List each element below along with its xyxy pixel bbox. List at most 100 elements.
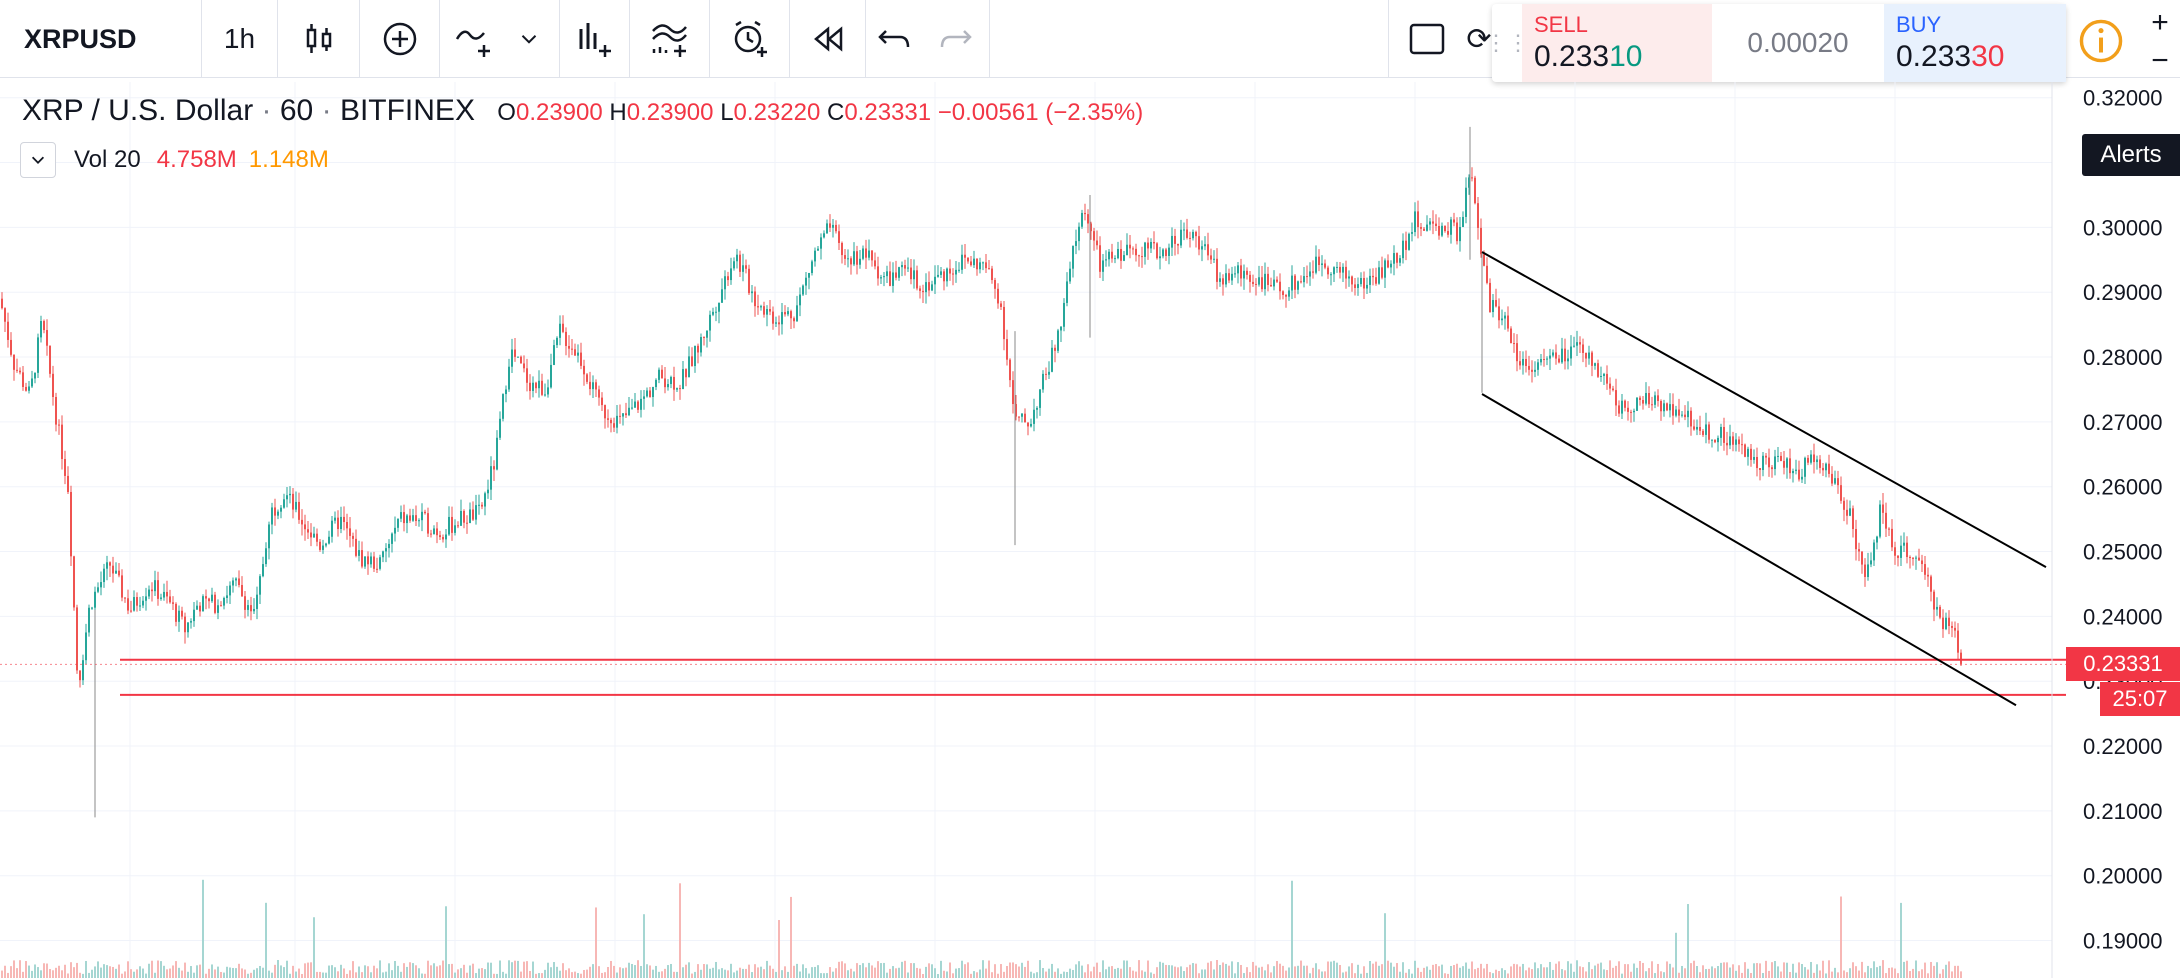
drag-handle-icon[interactable]: ⋮⋮ <box>1485 30 1529 55</box>
volume-bar <box>223 972 225 978</box>
volume-bar <box>1045 971 1047 978</box>
candle-body <box>238 578 240 586</box>
volume-bar <box>1123 960 1125 978</box>
volume-bar <box>1849 968 1851 978</box>
candle-body <box>1735 439 1737 445</box>
candle-body <box>1927 574 1929 577</box>
layout-button[interactable] <box>1388 0 1464 78</box>
candle-body <box>316 533 318 542</box>
collapse-legend-button[interactable] <box>20 142 56 178</box>
alerts-button[interactable]: Alerts <box>2082 134 2180 176</box>
volume-bar <box>1633 963 1635 978</box>
volume-bar <box>1678 972 1680 978</box>
candle-body <box>826 223 828 234</box>
candle-body <box>1711 439 1713 441</box>
volume-bar <box>1381 964 1383 978</box>
candle-body <box>1645 393 1647 404</box>
candle-body <box>874 260 876 267</box>
financials-button[interactable] <box>560 0 630 78</box>
volume-bar <box>1618 961 1620 978</box>
candle-body <box>460 510 462 526</box>
candle-body <box>676 388 678 390</box>
candle-body <box>1630 411 1632 413</box>
volume-bar <box>1378 965 1380 978</box>
candle-body <box>478 504 480 506</box>
volume-bar <box>349 970 351 978</box>
candle-body <box>1921 560 1923 565</box>
volume-bar <box>1543 967 1545 978</box>
volume-bar <box>1528 967 1530 978</box>
candle-body <box>580 352 582 366</box>
undo-button[interactable] <box>866 0 922 78</box>
candle-body <box>1306 276 1308 278</box>
volume-bar <box>661 971 663 978</box>
candle-body <box>1582 344 1584 353</box>
volume-bar <box>1177 967 1179 978</box>
volume-bar <box>1336 962 1338 978</box>
volume-bar <box>307 962 309 978</box>
zoom-in-button[interactable]: + <box>2151 6 2169 39</box>
candle-body <box>1783 460 1785 468</box>
candle-body <box>10 339 12 355</box>
redo-button[interactable] <box>922 0 990 78</box>
volume-bar <box>1810 961 1812 978</box>
sell-button[interactable]: SELL 0.23310 <box>1522 4 1712 82</box>
candle-body <box>829 223 831 228</box>
candle-body <box>1798 469 1800 480</box>
info-button[interactable] <box>2072 12 2130 70</box>
candle-body <box>166 591 168 597</box>
volume-bar <box>553 962 555 978</box>
volume-bar <box>1357 964 1359 978</box>
volume-bar <box>1756 963 1758 978</box>
chart-type-button[interactable] <box>278 0 360 78</box>
volume-bar <box>418 968 420 978</box>
candle-body <box>1291 275 1293 291</box>
zoom-out-button[interactable]: − <box>2151 44 2169 77</box>
volume-bar <box>1054 971 1056 978</box>
candle-body <box>259 576 261 595</box>
indicators-button[interactable] <box>440 0 560 78</box>
candle-body <box>1594 363 1596 366</box>
volume-bar <box>1576 960 1578 978</box>
candle-body <box>1588 352 1590 359</box>
candle-body <box>400 512 402 519</box>
candle-body <box>463 510 465 523</box>
volume-bar <box>400 971 402 978</box>
symbol-search-button[interactable]: XRPUSD <box>0 0 202 78</box>
volume-bar <box>802 964 804 978</box>
volume-bar <box>1000 964 1002 978</box>
volume-bar <box>1780 971 1782 978</box>
volume-bar <box>1312 967 1314 978</box>
candle-body <box>1930 576 1932 592</box>
volume-bar <box>895 968 897 978</box>
candle-body <box>31 378 33 387</box>
volume-bar <box>601 972 603 978</box>
volume-bar <box>397 965 399 978</box>
interval-button[interactable]: 1h <box>202 0 278 78</box>
candle-body <box>1183 229 1185 231</box>
volume-bar <box>760 966 762 978</box>
candle-body <box>895 272 897 278</box>
candle-body <box>385 548 387 552</box>
buy-button[interactable]: BUY 0.23330 <box>1884 4 2066 82</box>
volume-bar <box>913 963 915 978</box>
volume-bar <box>1705 969 1707 978</box>
templates-button[interactable] <box>630 0 710 78</box>
settings-partial-icon[interactable]: ⟳ <box>1466 22 1492 56</box>
volume-bar <box>1399 971 1401 978</box>
volume-bar <box>682 967 684 978</box>
volume-bar <box>1951 971 1953 978</box>
replay-button[interactable] <box>790 0 866 78</box>
volume-bar <box>1939 973 1941 978</box>
alert-button[interactable] <box>710 0 790 78</box>
candle-body <box>358 550 360 556</box>
candle-body <box>1504 315 1506 319</box>
candle-body <box>280 507 282 512</box>
volume-bar <box>1219 964 1221 978</box>
candle-body <box>1084 212 1086 215</box>
compare-button[interactable] <box>360 0 440 78</box>
candle-body <box>25 386 27 391</box>
candle-body <box>1312 271 1314 273</box>
candle-body <box>1138 255 1140 257</box>
volume-bar <box>1615 965 1617 978</box>
